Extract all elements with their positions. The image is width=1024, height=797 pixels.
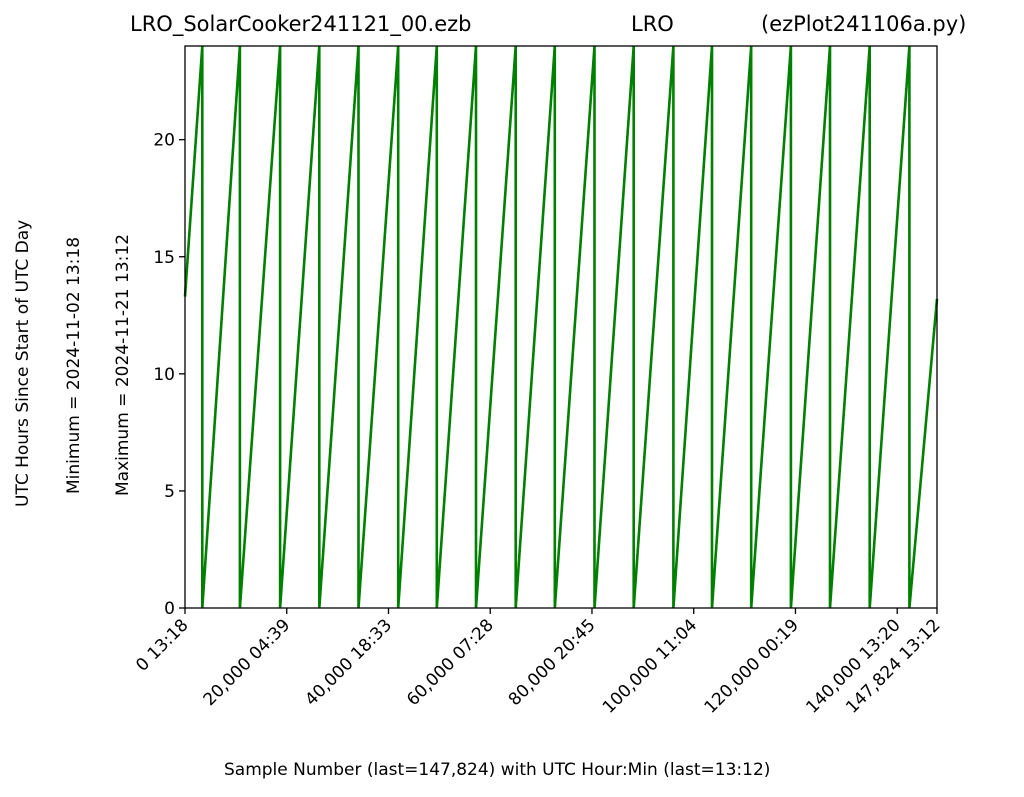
y-tick-label: 5 — [164, 482, 175, 502]
x-tick-label: 0 13:18 — [132, 615, 192, 675]
x-tick-label: 120,000 00:19 — [701, 615, 803, 717]
x-tick-label: 20,000 04:39 — [200, 615, 295, 710]
x-axis-label: Sample Number (last=147,824) with UTC Ho… — [224, 760, 771, 780]
chart-title-script: (ezPlot241106a.py) — [761, 12, 967, 36]
series-line — [183, 45, 939, 609]
chart-title-file: LRO_SolarCooker241121_00.ezb — [130, 12, 472, 36]
plot-area-frame — [184, 45, 938, 609]
x-tick-label: 40,000 18:33 — [301, 615, 396, 710]
y-tick-label: 10 — [153, 365, 175, 385]
y-tick-label: 20 — [153, 131, 175, 151]
y-tick-label: 0 — [164, 599, 175, 619]
chart-title-station: LRO — [631, 12, 674, 36]
x-tick-label: 80,000 20:45 — [505, 615, 600, 710]
y-tick-label: 15 — [153, 248, 175, 268]
x-tick-label: 60,000 07:28 — [403, 615, 498, 710]
x-tick-label: 100,000 11:04 — [599, 615, 701, 717]
